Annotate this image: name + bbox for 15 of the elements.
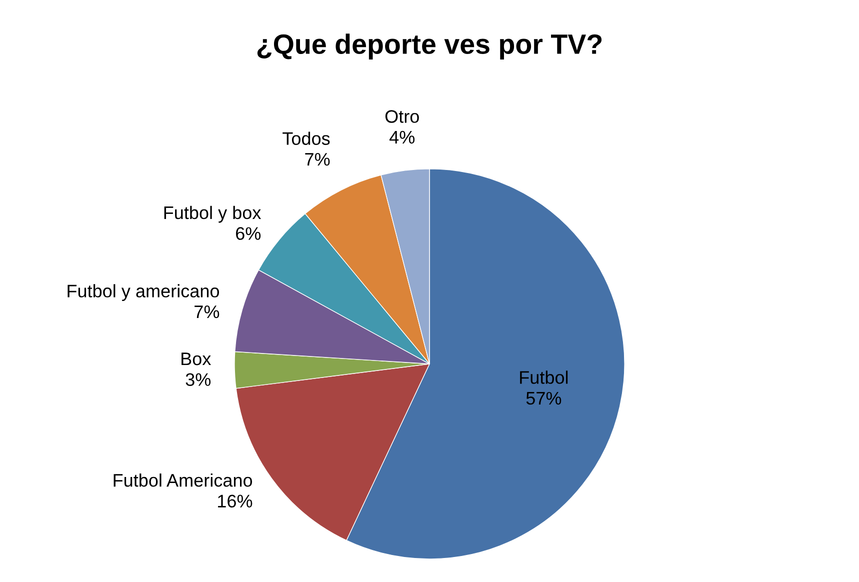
data-label: 7% <box>194 305 220 318</box>
data-label: 3% <box>186 373 211 386</box>
slice-label: Futbol y americano <box>68 284 220 302</box>
slice-label: Box <box>182 352 211 366</box>
slice-label: Todos <box>282 132 330 145</box>
chart-title: ¿Que deporte ves por TV? <box>257 34 602 60</box>
slice-label: Futbol <box>520 370 568 384</box>
data-label: 7% <box>305 153 330 166</box>
slice-label: Futbol y box <box>164 206 262 223</box>
data-label: 6% <box>236 227 261 240</box>
data-label: 4% <box>389 130 415 144</box>
data-label: 57% <box>526 392 562 405</box>
data-label: 16% <box>218 494 252 508</box>
slice-label: Otro <box>385 110 419 123</box>
slice-label: Futbol Americano <box>114 473 252 487</box>
